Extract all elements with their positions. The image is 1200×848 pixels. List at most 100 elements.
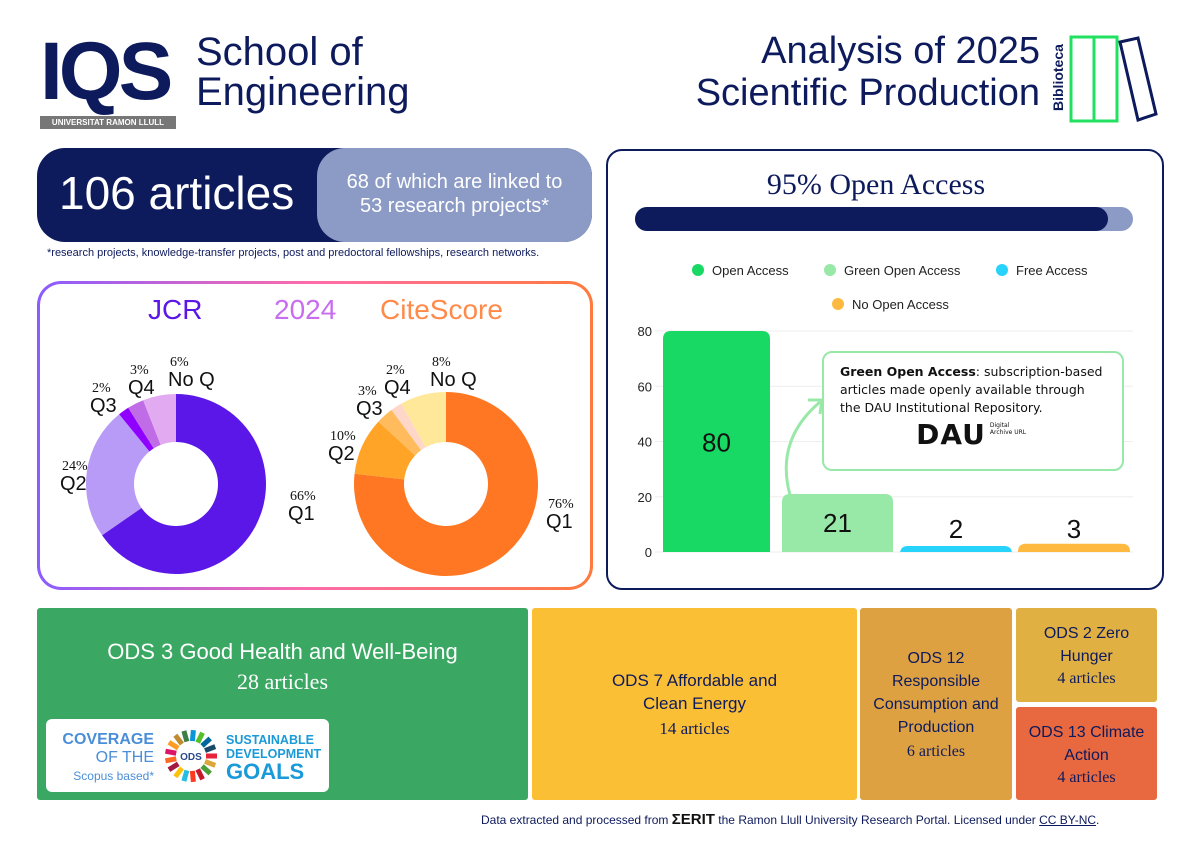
wheel-segment (181, 769, 190, 782)
coverage-line1: COVERAGE (62, 731, 154, 748)
ods-title: ODS 2 Zero Hunger (1043, 625, 1130, 665)
ods-title: ODS 13 Climate Action (1028, 723, 1145, 764)
ods-title: ODS 12 Responsible Consumption and Produ… (873, 650, 999, 736)
sdg-line1: SUSTAINABLE (226, 733, 314, 747)
slice-percent-label: 6% (170, 355, 189, 370)
title-line2: Scientific Production (695, 72, 1040, 114)
wheel-segment (181, 730, 190, 743)
slice-percent-label: 2% (386, 363, 405, 378)
wheel-segment (164, 748, 177, 756)
bar-no-open-access (1018, 543, 1130, 552)
coverage-line3: Scopus based* (73, 769, 154, 783)
footer-prefix: Data extracted and processed from (481, 813, 669, 827)
slice-percent-label: 8% (432, 355, 451, 370)
dau-logo-row: DAU Digital Archive URL (840, 419, 1106, 451)
wheel-segment (189, 770, 196, 783)
y-tick-label: 60 (638, 379, 652, 394)
bar-green-open-access (782, 493, 893, 552)
sdg-line2: DEVELOPMENT (226, 747, 322, 761)
open-access-progress (635, 207, 1133, 231)
dau-caption: Digital Archive URL (989, 422, 1027, 436)
ods-title: ODS 3 Good Health and Well-Being (107, 639, 458, 664)
citescore-label: CiteScore (380, 294, 503, 325)
sdg-coverage-badge: COVERAGE OF THE Scopus based* ODS SUSTAI… (46, 719, 329, 792)
slice-category-label: Q4 (128, 377, 155, 399)
page-title: Analysis of 2025 Scientific Production (696, 30, 1040, 114)
projects-summary: 68 of which are linked to 53 research pro… (317, 148, 592, 242)
svg-text:ODS: ODS (180, 752, 202, 763)
books-icon (1069, 35, 1158, 123)
ods-count: 4 articles (1057, 670, 1116, 687)
articles-summary: 106 articles 68 of which are linked to 53… (37, 148, 592, 242)
donut-slice-q1 (354, 392, 538, 576)
wheel-segment (195, 731, 205, 744)
legend-label: Open Access (712, 263, 789, 278)
note-paragraph: Green Open Access: subscription-based ar… (840, 363, 1106, 417)
wheel-segment (164, 756, 177, 764)
ods-7-card: ODS 7 Affordable and Clean Energy 14 arti… (532, 608, 857, 800)
slice-percent-label: 76% (548, 497, 574, 512)
articles-count: 106 articles (59, 167, 295, 219)
open-access-progress-fill (635, 207, 1109, 231)
open-access-panel (606, 149, 1164, 590)
wheel-segment (204, 759, 217, 768)
legend-label: Green Open Access (844, 263, 961, 278)
wheel-segment (167, 761, 180, 772)
legend-label: Free Access (1016, 263, 1088, 278)
ods-count: 6 articles (906, 743, 966, 760)
bar-open-access (663, 331, 770, 552)
y-tick-label: 40 (638, 435, 652, 450)
school-line1: School of (196, 30, 363, 74)
title-line1: Analysis of 2025 (761, 30, 1040, 72)
green-oa-note: Green Open Access: subscription-based ar… (822, 351, 1124, 471)
ods-13-card: ODS 13 Climate Action 4 articles (1016, 707, 1157, 800)
bar-value-label: 3 (1067, 514, 1081, 544)
wheel-segment (189, 729, 196, 742)
donut-slice-q4 (391, 403, 426, 451)
arrow-icon (784, 398, 824, 496)
legend-label: No Open Access (852, 297, 949, 312)
y-tick-label: 0 (645, 545, 652, 560)
wheel-segment (195, 768, 205, 781)
slice-percent-label: 3% (130, 363, 149, 378)
donut-slice-q3 (119, 407, 154, 452)
slice-category-label: No Q (430, 369, 477, 391)
wheel-segment (173, 733, 184, 746)
slice-percent-label: 24% (62, 459, 88, 474)
legend-dot (832, 298, 844, 310)
sdg-line3: GOALS (226, 759, 305, 784)
slice-category-label: Q2 (328, 443, 355, 465)
slice-category-label: No Q (168, 369, 215, 391)
y-tick-label: 80 (638, 324, 652, 339)
university-label: UNIVERSITAT RAMON LLULL (40, 116, 176, 129)
donut-slice-q2 (354, 421, 416, 480)
erit-logo: ΣERIT (671, 811, 715, 828)
donut-slice-q3 (378, 409, 422, 456)
donut-slice-q4 (128, 400, 161, 449)
linked-line2: 53 research projects* (360, 195, 549, 217)
footer-suffix: the Ramon Llull University Research Port… (718, 813, 1036, 827)
coverage-text: COVERAGE OF THE Scopus based* (58, 731, 154, 785)
bar-value-label: 21 (823, 508, 852, 538)
legend-dot (692, 264, 704, 276)
linked-line1: 68 of which are linked to (346, 171, 563, 193)
note-bold: Green Open Access (840, 364, 976, 379)
open-access-title: 95% Open Access (766, 168, 986, 201)
donut-slice-q1 (102, 394, 267, 575)
wheel-segment (200, 736, 212, 748)
footer: Data extracted and processed from ΣERIT … (481, 811, 1099, 828)
dau-logo: DAU (916, 418, 986, 451)
donut-slice-no-q (143, 394, 176, 445)
wheel-segment (204, 744, 217, 753)
license-link[interactable]: CC BY-NC (1039, 813, 1097, 827)
legend-dot (824, 264, 836, 276)
donut-slice-q2 (85, 414, 150, 536)
bar-free-access (900, 546, 1012, 554)
slice-category-label: Q4 (384, 377, 411, 399)
sdg-text: SUSTAINABLE DEVELOPMENT GOALS (226, 733, 321, 783)
iqs-logo: IQS (40, 26, 173, 117)
note-text: : subscription-based articles made openl… (840, 364, 1103, 415)
coverage-line2: OF THE (95, 749, 154, 766)
ods-count: 14 articles (659, 719, 730, 738)
slice-category-label: Q3 (356, 398, 383, 420)
